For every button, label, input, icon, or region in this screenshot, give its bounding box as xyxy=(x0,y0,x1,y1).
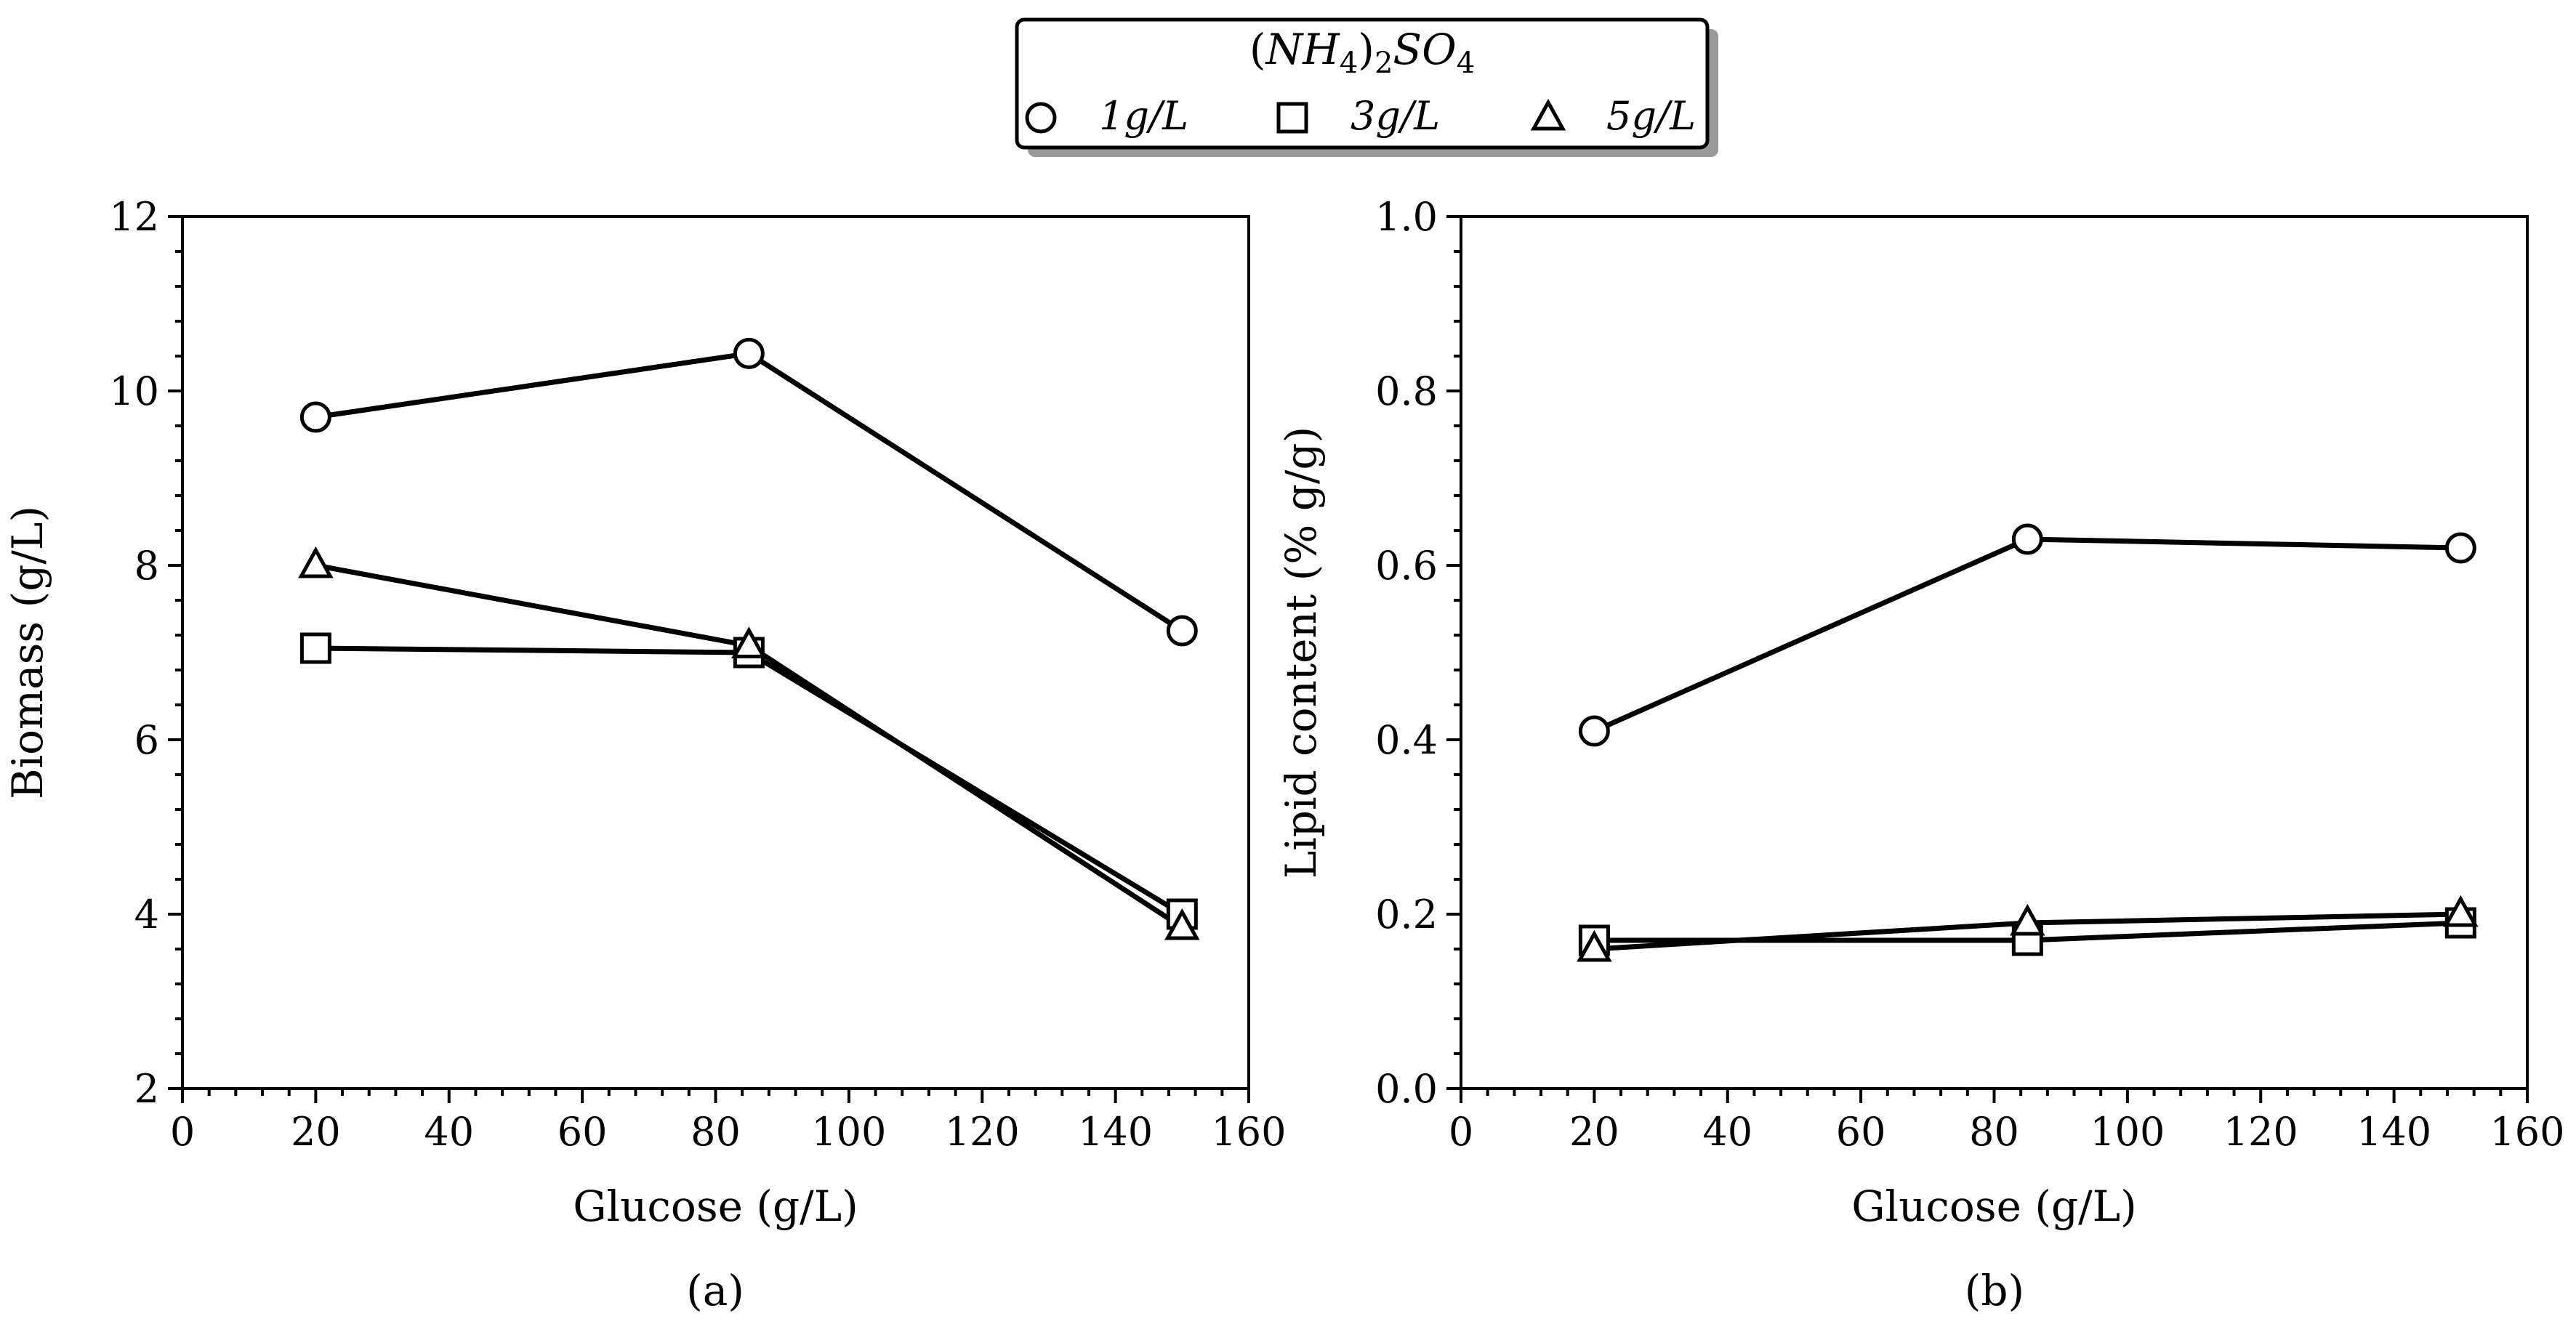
series-line-triangle xyxy=(315,562,1184,929)
data-point-circle xyxy=(1578,715,1610,747)
y-tick-label: 0.0 xyxy=(1375,1066,1438,1112)
x-tick-label: 100 xyxy=(2090,1109,2165,1155)
series-line-square xyxy=(315,645,1184,916)
legend-entries: 1g/L 3g/L 5g/L xyxy=(1025,93,1696,139)
y-tick-label: 0.8 xyxy=(1375,368,1438,414)
x-tick-label: 60 xyxy=(1836,1109,1886,1155)
y-tick-label: 1.0 xyxy=(1375,194,1438,240)
x-tick-label: 0 xyxy=(170,1109,195,1155)
legend-marker-square xyxy=(1276,102,1308,134)
data-point-triangle xyxy=(1164,908,1200,940)
x-axis-label: Glucose (g/L) xyxy=(573,1182,858,1231)
data-point-triangle xyxy=(298,546,334,578)
y-tick-label: 0.6 xyxy=(1375,543,1438,589)
legend-box xyxy=(1015,17,1710,150)
y-tick-label: 4 xyxy=(134,892,159,937)
legend-title: (NH4)2SO4 xyxy=(1249,25,1475,80)
y-tick-label: 0.4 xyxy=(1375,717,1438,763)
y-tick-label: 0.2 xyxy=(1375,892,1438,937)
x-tick-label: 40 xyxy=(1702,1109,1752,1155)
y-tick-label: 2 xyxy=(134,1066,159,1112)
data-point-circle xyxy=(2011,523,2043,555)
x-tick-label: 120 xyxy=(945,1109,1020,1155)
x-tick-label: 140 xyxy=(2356,1109,2431,1155)
x-tick-label: 100 xyxy=(811,1109,886,1155)
panel-label: (a) xyxy=(686,1266,744,1315)
x-tick-label: 60 xyxy=(558,1109,608,1155)
x-tick-label: 40 xyxy=(424,1109,474,1155)
y-axis-label: Biomass (g/L) xyxy=(3,506,52,799)
y-tick-label: 10 xyxy=(109,368,159,414)
legend-label: 5g/L xyxy=(1606,93,1696,139)
data-point-circle xyxy=(1166,615,1198,647)
plot-frame xyxy=(1460,215,2529,1090)
x-tick-label: 160 xyxy=(2490,1109,2564,1155)
legend-marker-circle xyxy=(1025,102,1057,134)
data-point-triangle xyxy=(731,626,767,658)
y-tick-label: 6 xyxy=(134,717,159,763)
data-point-triangle xyxy=(1577,929,1612,962)
x-axis-label: Glucose (g/L) xyxy=(1851,1182,2137,1231)
panel-b: 0 20 40 60 80 100 120 140 160 0.0 0.2 0.4 0.6 0.8 1.0 G… xyxy=(1276,194,2565,1315)
series-line-circle xyxy=(1593,536,2461,734)
y-axis-label: Lipid content (% g/g) xyxy=(1276,427,1326,879)
legend-label: 1g/L xyxy=(1099,93,1188,139)
x-tick-label: 80 xyxy=(1969,1109,2019,1155)
legend-label: 3g/L xyxy=(1351,93,1440,139)
x-tick-label: 120 xyxy=(2223,1109,2298,1155)
x-tick-label: 140 xyxy=(1078,1109,1153,1155)
panel-a: 0 20 40 60 80 100 120 140 160 2 4 6 8 10 12 Glucose (g/… xyxy=(3,194,1287,1315)
legend-marker-triangle xyxy=(1530,98,1566,131)
data-point-square xyxy=(299,632,331,664)
data-point-circle xyxy=(733,337,765,369)
x-tick-label: 20 xyxy=(291,1109,341,1155)
y-tick-label: 12 xyxy=(109,194,159,240)
x-tick-label: 0 xyxy=(1449,1109,1473,1155)
x-tick-label: 80 xyxy=(691,1109,741,1155)
x-tick-label: 20 xyxy=(1569,1109,1619,1155)
data-point-triangle xyxy=(2010,903,2045,936)
x-tick-label: 160 xyxy=(1211,1109,1286,1155)
data-point-circle xyxy=(299,401,331,433)
data-point-circle xyxy=(2444,532,2476,564)
y-tick-label: 8 xyxy=(134,543,159,589)
panel-label: (b) xyxy=(1965,1266,2024,1315)
data-point-triangle xyxy=(2443,895,2479,927)
legend: (NH4)2SO4 1g/L 3g/L 5g/L xyxy=(1015,17,1718,157)
